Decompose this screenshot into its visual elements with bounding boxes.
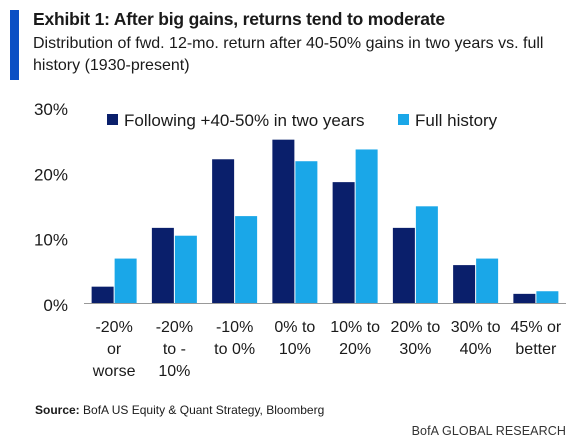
bar-full-history [536,291,559,303]
x-tick-label: 10% to 20% [330,319,380,358]
x-tick-label: 20% to 30% [390,319,440,358]
bar-full-history [235,216,258,303]
chart-subtitle: Distribution of fwd. 12-mo. return after… [33,35,544,74]
bar-full-history [114,258,137,303]
bar-following [392,227,415,303]
source-label: Source: [35,403,80,417]
bar-following [91,286,114,303]
legend-label: Full history [415,111,498,130]
x-tick-label: 45% or better [511,319,562,358]
y-tick-label: 30% [34,100,68,119]
bar-following [151,227,174,303]
x-tick-label: -10% to 0% [214,319,255,358]
bar-full-history [476,258,499,303]
legend-swatch [107,114,118,125]
y-tick-label: 0% [43,296,68,315]
bar-following [212,159,235,303]
x-tick-label: -20% or worse [92,319,136,380]
x-tick-label: -20% to -10% [156,319,193,380]
x-tick-label: 0% to 10% [274,319,315,358]
y-tick-label: 10% [34,231,68,250]
legend-label: Following +40-50% in two years [124,111,364,130]
y-tick-label: 20% [34,165,68,184]
chart-title: Exhibit 1: After big gains, returns tend… [33,9,445,29]
title-accent-bar [10,10,19,80]
legend-swatch [398,114,409,125]
brand-logo-text: BofA GLOBAL RESEARCH [411,424,566,438]
source-text: BofA US Equity & Quant Strategy, Bloombe… [79,403,325,417]
bar-full-history [174,235,197,303]
x-tick-label: 30% to 40% [451,319,501,358]
bar-following [272,139,295,303]
bar-following [513,293,536,303]
bar-full-history [415,206,438,303]
bar-full-history [355,149,378,303]
source-note: Source: BofA US Equity & Quant Strategy,… [35,403,324,417]
bar-following [332,182,355,303]
bar-following [453,265,476,303]
bar-full-history [295,161,318,303]
